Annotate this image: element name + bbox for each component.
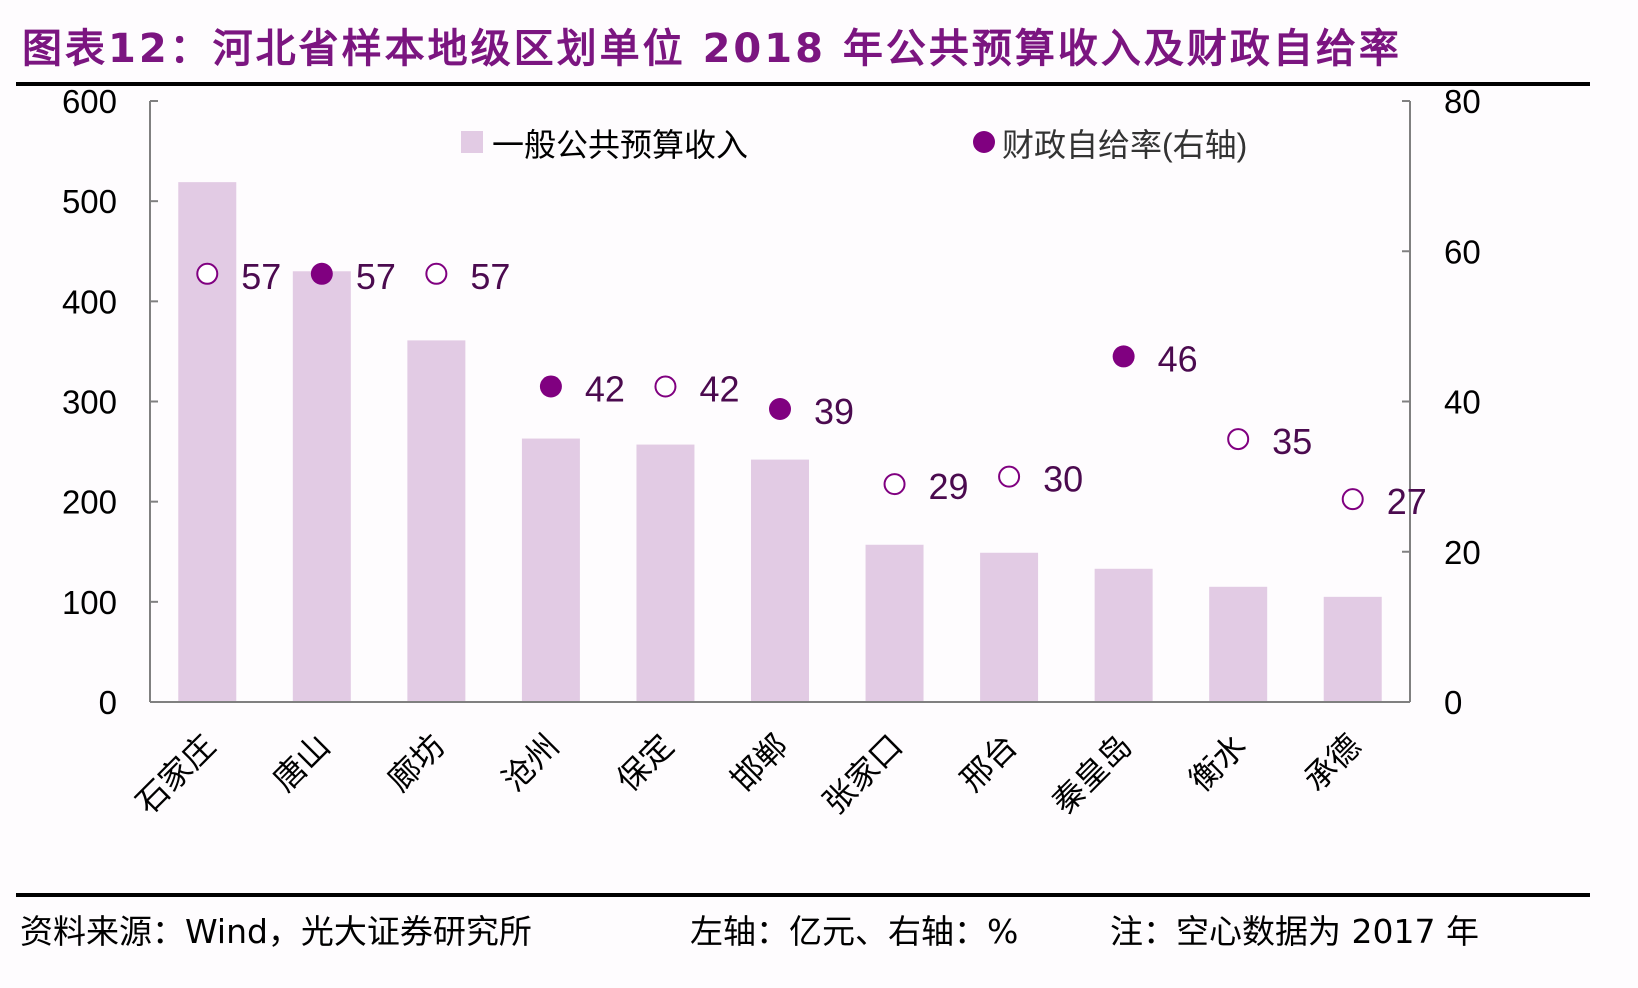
bar-唐山 [292,271,351,702]
hollow-note: 注：空心数据为 2017 年 [1110,912,1479,951]
marker-2017-邢台 [998,465,1021,488]
source-note: 资料来源：Wind，光大证券研究所 [20,912,532,951]
right-tick-label: 20 [1444,534,1481,571]
left-tick-label: 200 [62,484,117,521]
data-label: 30 [1043,459,1083,500]
data-label: 27 [1387,481,1427,522]
marker-2017-衡水 [1227,428,1250,451]
chart-title: 图表12：河北省样本地级区划单位 2018 年公共预算收入及财政自给率 [22,26,1402,72]
legend-bar-swatch [461,131,483,153]
left-tick-label: 600 [62,83,117,120]
left-tick-label: 0 [99,684,117,721]
bar-邯郸 [751,459,809,702]
category-label: 秦皇岛 [1045,727,1138,820]
marker-2018-邯郸 [769,398,791,421]
marker-2017-廊坊 [425,262,448,285]
footer-rule [16,893,1590,897]
left-tick-label: 400 [62,283,117,320]
bar-石家庄 [178,182,237,702]
data-label: 57 [356,256,396,297]
bar-保定 [636,444,695,702]
data-label: 35 [1272,421,1312,462]
category-label: 张家口 [816,727,909,820]
category-label: 保定 [610,727,681,798]
marker-2017-张家口 [883,473,906,496]
right-tick-label: 0 [1444,684,1462,721]
data-label: 57 [470,256,510,297]
bar-张家口 [865,544,924,702]
data-label: 42 [699,368,739,409]
category-label: 邯郸 [724,727,795,798]
left-tick-label: 300 [62,384,117,421]
marker-2018-秦皇岛 [1112,345,1135,368]
legend-marker-label: 财政自给率(右轴) [1002,127,1247,163]
marker-2018-唐山 [310,262,333,285]
data-label: 46 [1158,338,1198,379]
category-label: 石家庄 [129,727,222,820]
bar-秦皇岛 [1094,568,1153,702]
bar-廊坊 [407,340,466,702]
left-tick-label: 100 [62,584,117,621]
right-tick-label: 40 [1444,384,1481,421]
title-rule [16,82,1590,86]
data-label: 29 [929,466,969,507]
data-label: 39 [814,391,854,432]
category-label: 沧州 [495,727,566,798]
units-note: 左轴：亿元、右轴：% [690,912,1019,951]
category-label: 承德 [1297,727,1368,798]
marker-2018-沧州 [539,375,562,398]
left-tick-label: 500 [62,183,117,220]
right-tick-label: 60 [1444,233,1481,270]
data-label: 42 [585,368,625,409]
bar-邢台 [980,552,1039,702]
bar-沧州 [521,438,580,702]
data-label: 57 [241,256,281,297]
right-tick-label: 80 [1444,83,1481,120]
marker-2017-承德 [1341,488,1364,511]
chart: 0 100 200 300 400 500 600 0 20 40 60 80 57 57 57 42 42 3… [62,83,1481,821]
category-label: 廊坊 [381,727,452,798]
marker-2017-保定 [654,375,677,398]
category-label: 衡水 [1182,727,1253,798]
category-label: 唐山 [266,727,337,798]
legend-marker-swatch [973,131,995,153]
category-label: 邢台 [953,727,1024,798]
marker-2017-石家庄 [196,262,219,285]
bar-衡水 [1209,586,1268,702]
legend-bar-label: 一般公共预算收入 [492,127,748,163]
bar-承德 [1323,596,1382,702]
